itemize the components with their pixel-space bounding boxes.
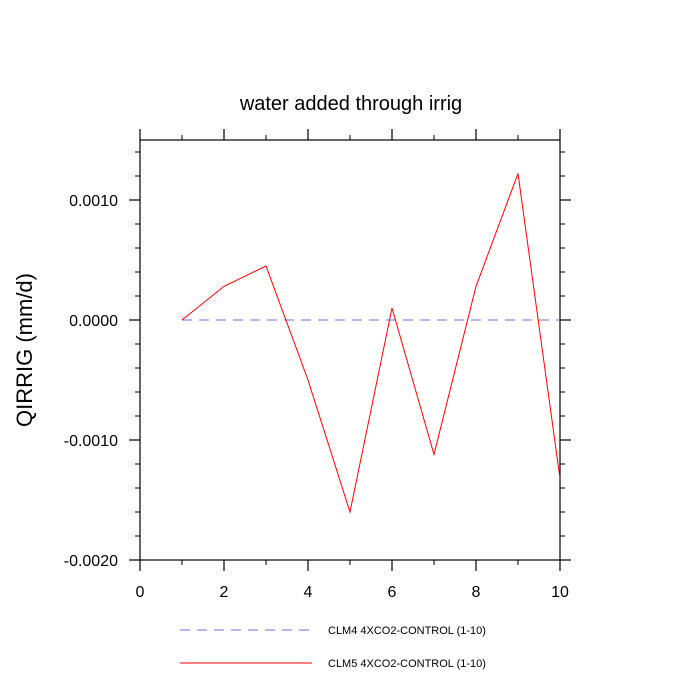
axis-ticks — [129, 129, 571, 571]
y-tick-label: -0.0020 — [64, 553, 118, 570]
y-tick-label: 0.0000 — [69, 313, 118, 330]
x-tick-label: 10 — [551, 584, 569, 601]
y-tick-label: -0.0010 — [64, 433, 118, 450]
x-tick-label: 2 — [220, 584, 229, 601]
y-axis-label: QIRRIG (mm/d) — [12, 273, 37, 427]
legend-label: CLM4 4XCO2-CONTROL (1-10) — [328, 625, 486, 637]
y-tick-label: 0.0010 — [69, 193, 118, 210]
x-tick-label: 8 — [472, 584, 481, 601]
x-tick-label: 4 — [304, 584, 313, 601]
chart-title: water added through irrig — [239, 93, 462, 115]
series-lines — [181, 173, 561, 514]
plot-frame — [139, 139, 561, 561]
legend-label: CLM5 4XCO2-CONTROL (1-10) — [328, 658, 486, 670]
x-tick-label: 0 — [136, 584, 145, 601]
tick-labels: 0 2 4 6 8 10 -0.0020 -0.0010 0.0000 0.0010 — [64, 193, 569, 601]
legend: CLM4 4XCO2-CONTROL (1-10) CLM5 4XCO2-CONT… — [180, 625, 486, 670]
x-tick-label: 6 — [388, 584, 397, 601]
series-line-2 — [181, 173, 561, 514]
